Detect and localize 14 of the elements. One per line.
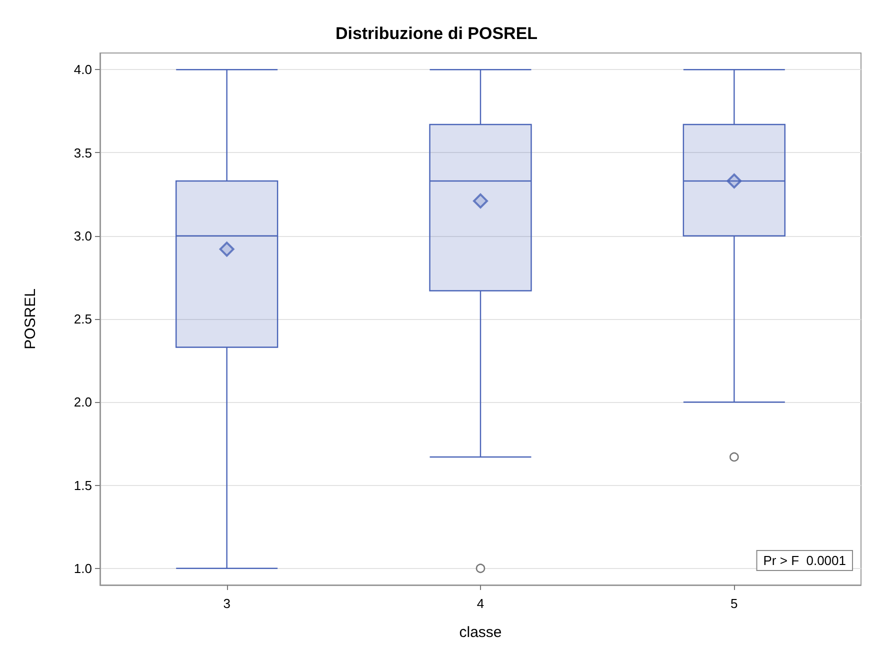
y-tick-label: 1.0 <box>74 560 92 576</box>
x-tick-label: 5 <box>730 596 738 611</box>
y-tick-label: 2.0 <box>74 394 92 410</box>
x-tick-label: 4 <box>476 596 484 611</box>
y-tick-label: 1.5 <box>74 478 92 493</box>
x-axis-title: classe <box>459 624 502 641</box>
y-axis-title: POSREL <box>22 288 39 350</box>
y-tick-label: 4.0 <box>74 62 92 78</box>
y-tick-label: 3.5 <box>74 145 92 160</box>
y-tick-label: 3.0 <box>74 228 92 244</box>
x-tick-label: 3 <box>223 596 230 611</box>
y-tick-label: 2.5 <box>74 312 92 326</box>
annotation: Pr > F 0.0001 <box>763 553 846 568</box>
chart-title: Distribuzione di POSREL <box>335 24 538 43</box>
